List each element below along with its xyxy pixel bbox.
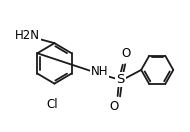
Text: H2N: H2N <box>15 29 40 42</box>
Text: O: O <box>121 47 131 60</box>
Text: Cl: Cl <box>47 98 58 111</box>
Text: S: S <box>116 73 125 86</box>
Text: NH: NH <box>91 65 108 78</box>
Text: O: O <box>109 100 119 113</box>
